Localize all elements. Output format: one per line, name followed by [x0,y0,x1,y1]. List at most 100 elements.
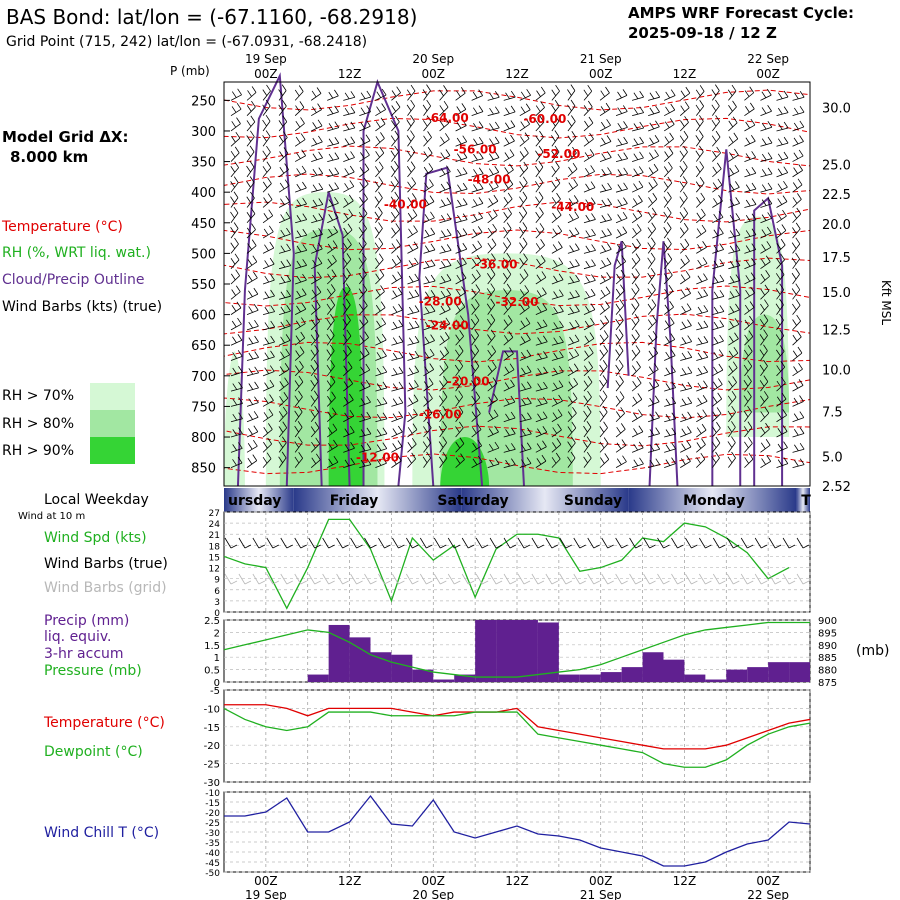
weekday-label: Saturday [437,493,508,509]
top-date-label: 21 Sep [580,52,622,66]
wind-barb [359,443,372,453]
wind-barb [567,392,578,407]
wind-barb [599,286,611,300]
wind-barb [728,244,741,254]
wind-chill-label: Wind Chill T (°C) [44,825,159,841]
wind-barb [278,406,288,422]
wind-barb [727,390,737,407]
wind-barb [776,166,789,178]
wind-barb [776,209,787,224]
weekday-cell [796,488,810,512]
wind-barb [374,176,384,193]
wind-barb [375,117,386,132]
wind-barb [696,395,708,407]
wind-barb [631,224,642,239]
top-time-tick-label: 00Z [589,67,613,81]
wind-barb [230,176,239,193]
wind-barb [631,180,644,193]
wind-barb [455,167,468,178]
wind-barb [343,165,355,178]
wind-barb [375,365,388,377]
wind-barb [599,151,612,162]
temperature-contour-label: -60.00 [523,112,566,126]
precip-panel-ytick-label: 2.5 [204,616,220,627]
surface-wind-barb [280,537,293,549]
wind-barb [535,335,548,346]
wind-barb [551,130,560,147]
wind-barb [262,225,274,239]
wind-barb [439,259,452,270]
wind-barb [407,423,418,438]
surface-grid-wind-barb [740,573,754,585]
pressure-tick-label: 450 [191,217,216,232]
wind-barb [535,115,545,132]
wind-barb [246,86,257,101]
wind-barb [680,86,691,101]
wind-barb [391,255,402,270]
wind-barb [696,192,706,208]
wind-barb [712,162,722,178]
wind-barb [487,223,497,239]
wind-barb [230,117,241,132]
wind-barb [262,257,275,270]
wind-barb [551,423,562,438]
wind-barb [359,315,369,331]
wind-barb [391,381,404,392]
wind-barb [230,317,242,331]
height-tick-label: 15.0 [822,286,851,301]
wind-barb [391,411,403,423]
wind-barb [295,259,308,270]
surface-grid-wind-barb [726,573,740,585]
wind-barb [230,456,243,469]
wind-barb [679,101,690,116]
wind-barb [567,274,580,285]
wind-barb [744,86,755,101]
wind-barb [310,300,321,315]
wind-barb [327,423,338,438]
wind-barb [295,228,308,239]
wind-barb [391,396,404,407]
wind-barb [423,377,434,392]
cloud-outline [606,240,630,389]
wind-barb [439,244,452,254]
wind-barb [583,132,594,147]
wind-barb [615,240,627,254]
wind-barb [535,86,546,101]
wind-barb [567,84,576,101]
wind-barb [294,436,303,453]
surface-wind-barb [545,537,559,549]
wind-barb [279,259,292,270]
wind-barb [407,289,420,300]
surface-wind-barb [475,537,489,549]
wind-barb [487,121,500,132]
wind-barb [759,344,768,361]
wind-barb [583,165,596,178]
wind-barb [599,301,610,315]
wind-barb [711,84,720,101]
wind-barb [583,259,596,270]
wind-barb [359,299,368,315]
wind-barb [278,304,291,315]
wind-barb [615,284,625,300]
precip-bar [475,620,497,682]
wind-barb [519,132,530,147]
wind-barb [439,100,449,116]
wind-barb [439,274,452,285]
surface-grid-wind-barb [712,573,726,585]
wind-barb [246,130,255,147]
wind-barb [246,115,256,132]
wind-barb [246,411,259,423]
wind-barb [583,149,595,162]
wind-barb [391,366,404,377]
wind-barb [791,268,800,285]
wind-barb [680,303,692,315]
wind-barb [246,207,256,224]
wind-barb [599,119,611,132]
wind-barb [359,148,370,162]
wind-barb [519,176,528,193]
wind-barb [262,161,272,178]
wind-panel-ytick-label: 27 [209,509,220,519]
wind-barb [326,407,337,423]
wind-barb [695,161,705,178]
cloud-outline [236,72,295,487]
